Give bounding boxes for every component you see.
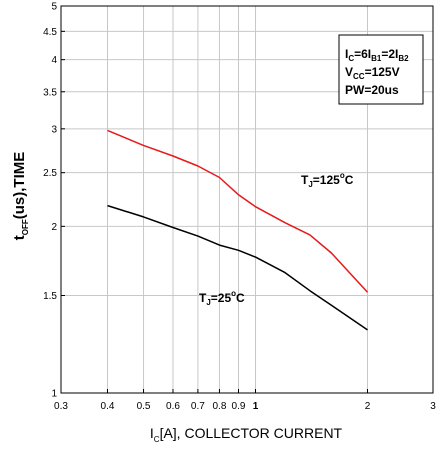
y-tick-label: 5 — [51, 2, 57, 13]
x-tick-label: 0.5 — [137, 401, 151, 412]
axis-ticks: 0.3 0.4 0.5 0.6 0.7 0.8 0.9 1 2 3 1 1.5 2 2.5 3 3.5 4 4.5… — [43, 2, 436, 413]
x-tick-label: 0.4 — [101, 401, 115, 412]
x-tick-label: 0.8 — [213, 401, 227, 412]
y-tick-label: 4.5 — [43, 27, 57, 38]
y-tick-label: 2 — [51, 222, 57, 233]
y-tick-label: 4 — [51, 55, 57, 66]
series-lines — [107, 129, 369, 331]
y-tick-label: 3 — [51, 124, 57, 135]
y-axis-title: tOFF(us),TIME — [11, 152, 30, 241]
x-tick-label: 3 — [430, 401, 436, 412]
series-line-tj-25 — [107, 204, 368, 331]
x-tick-label: 0.7 — [191, 401, 205, 412]
x-tick-label: 0.6 — [166, 401, 180, 412]
plot-frame — [60, 5, 434, 394]
condition-line-3: PW=20us — [345, 83, 399, 97]
y-tick-label: 1.5 — [43, 291, 57, 302]
x-axis-title: IC[A], COLLECTOR CURRENT — [150, 425, 343, 444]
y-tick-label: 2.5 — [43, 168, 57, 179]
annotation-tj-125: TJ=125oC — [301, 171, 354, 189]
annotation-tj-25: TJ=25oC — [199, 289, 245, 307]
y-tick-label: 1 — [51, 389, 57, 400]
condition-line-2: VCC=125V — [345, 65, 400, 81]
y-tick-label: 3.5 — [43, 87, 57, 98]
x-tick-label: 0.3 — [54, 401, 68, 412]
conditions-box — [338, 34, 424, 105]
x-tick-label: 1 — [253, 401, 259, 412]
x-tick-label: 2 — [365, 401, 371, 412]
x-tick-label: 0.9 — [232, 401, 246, 412]
condition-line-1: IC=6IB1=2IB2 — [345, 47, 409, 63]
series-line-tj-125 — [107, 129, 369, 293]
